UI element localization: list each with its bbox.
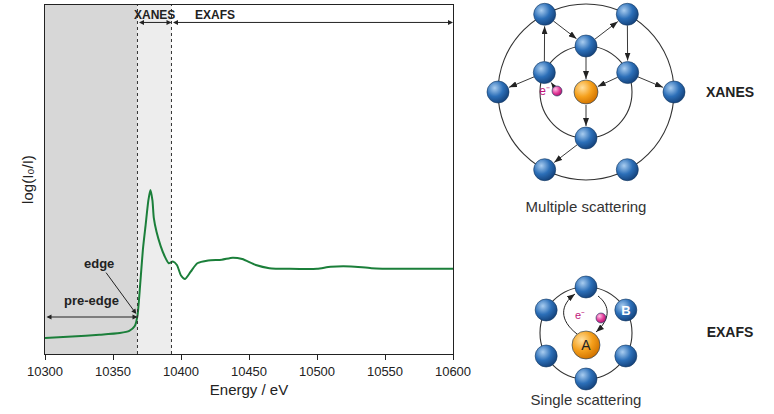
svg-text:10300: 10300 bbox=[27, 364, 63, 379]
svg-text:EXAFS: EXAFS bbox=[195, 8, 235, 22]
svg-text:A: A bbox=[581, 337, 591, 353]
svg-text:pre-edge: pre-edge bbox=[64, 293, 119, 308]
svg-text:XANES: XANES bbox=[134, 8, 175, 22]
svg-text:10350: 10350 bbox=[95, 364, 131, 379]
svg-text:10550: 10550 bbox=[367, 364, 403, 379]
svg-text:XANES: XANES bbox=[706, 84, 754, 100]
svg-text:EXAFS: EXAFS bbox=[707, 324, 754, 340]
svg-text:10600: 10600 bbox=[435, 364, 471, 379]
svg-text:Energy / eV: Energy / eV bbox=[210, 381, 288, 398]
svg-text:Single scattering: Single scattering bbox=[531, 391, 642, 408]
svg-text:e⁻: e⁻ bbox=[575, 309, 585, 321]
svg-text:10450: 10450 bbox=[231, 364, 267, 379]
svg-text:log(I₀/I): log(I₀/I) bbox=[19, 155, 36, 204]
svg-text:e⁻: e⁻ bbox=[539, 84, 550, 98]
svg-text:B: B bbox=[621, 303, 630, 318]
svg-text:edge: edge bbox=[84, 256, 114, 271]
svg-text:10500: 10500 bbox=[299, 364, 335, 379]
svg-text:Multiple scattering: Multiple scattering bbox=[526, 198, 647, 215]
svg-text:10400: 10400 bbox=[163, 364, 199, 379]
